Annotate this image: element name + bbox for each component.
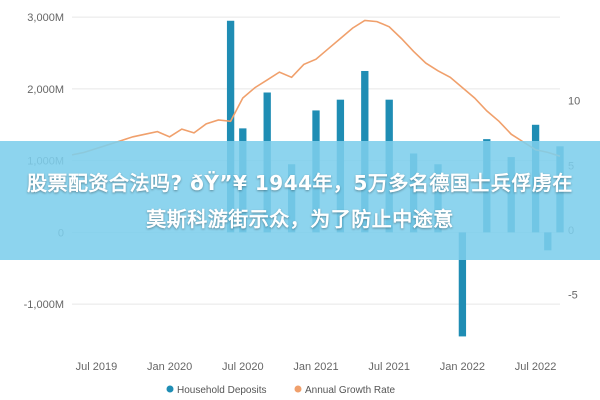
x-tick-label: Jul 2020 [222,361,264,373]
y-left-tick-label: 2,000M [27,84,64,96]
x-tick-label: Jan 2020 [147,361,192,373]
x-tick-label: Jan 2022 [440,361,485,373]
growth-rate-line [71,19,561,157]
x-axis: Jul 2019 Jan 2020 Jul 2020 Jan 2021 Jul 2021… [76,361,557,373]
legend: Household Deposits Annual Growth Rate [166,385,395,396]
deposit-bar [458,232,467,337]
deposit-bar [226,20,235,233]
legend-marker-deposits [166,385,174,393]
headline-text[interactable]: 股票配资合法吗? ðŸ”¥ 1944年，5万多名德国士兵俘虏在莫斯科游街示众，为… [27,170,573,231]
legend-label-growth: Annual Growth Rate [305,385,395,396]
y-right-tick-label: -5 [568,290,578,302]
x-tick-label: Jul 2019 [76,361,118,373]
headline-banner: 股票配资合法吗? ðŸ”¥ 1944年，5万多名德国士兵俘虏在莫斯科游街示众，为… [0,141,600,260]
y-left-tick-label: 3,000M [27,12,64,24]
y-right-tick-label: 10 [568,96,580,108]
legend-label-deposits: Household Deposits [177,385,267,396]
x-tick-label: Jul 2022 [515,361,557,373]
x-tick-label: Jan 2021 [293,361,338,373]
y-left-tick-label: -1,000M [24,299,64,311]
x-tick-label: Jul 2021 [368,361,410,373]
legend-marker-growth [294,385,302,393]
